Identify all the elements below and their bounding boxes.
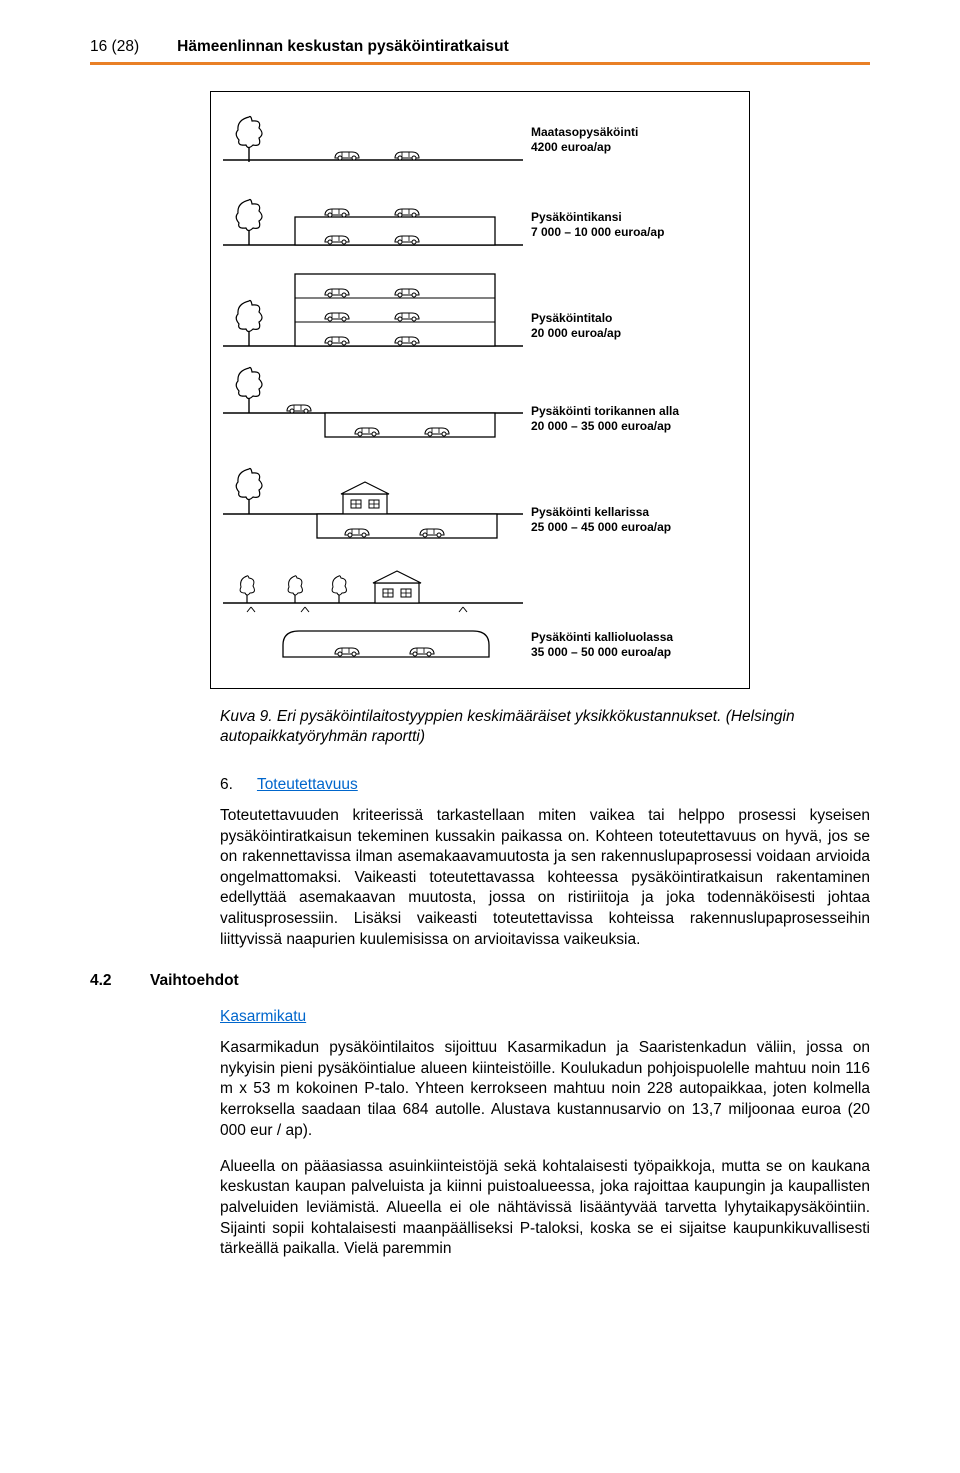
section-6-body: Toteutettavuuden kriteerissä tarkastella… [220, 806, 870, 950]
heading-6-num: 6. [220, 776, 233, 794]
heading-6-title: Toteutettavuus [257, 776, 358, 794]
fig-label-2a: Pysäköintikansi [531, 210, 622, 224]
fig-label-6a: Pysäköinti kallioluolassa [531, 630, 673, 644]
figure-row-cavern: Pysäköinti kallioluolassa 35 000 – 50 00… [223, 557, 737, 672]
fig-label-1a: Maatasopysäköinti [531, 125, 638, 139]
heading-6: 6. Toteutettavuus [90, 776, 870, 794]
page-header: 16 (28) Hämeenlinnan keskustan pysäköint… [90, 38, 870, 56]
figure-row-surface: Maatasopysäköinti 4200 euroa/ap [223, 106, 737, 167]
fig-label-1b: 4200 euroa/ap [531, 140, 611, 154]
heading-4-2: 4.2 Vaihtoehdot [90, 972, 870, 990]
figure-row-basement: Pysäköinti kellarissa 25 000 – 45 000 eu… [223, 456, 737, 547]
header-rule [90, 62, 870, 65]
section-4-2-p2: Alueella on pääasiassa asuinkiinteistöjä… [220, 1157, 870, 1260]
fig-label-5b: 25 000 – 45 000 euroa/ap [531, 520, 671, 534]
figure-caption: Kuva 9. Eri pysäköintilaitostyyppien kes… [220, 707, 840, 748]
figure-row-deck: Pysäköintikansi 7 000 – 10 000 euroa/ap [223, 177, 737, 252]
section-4-2-p1: Kasarmikadun pysäköintilaitos sijoittuu … [220, 1038, 870, 1141]
heading-kasarmikatu: Kasarmikatu [220, 1008, 306, 1025]
fig-label-5a: Pysäköinti kellarissa [531, 505, 649, 519]
document-page: 16 (28) Hämeenlinnan keskustan pysäköint… [0, 0, 960, 1335]
heading-4-2-title: Vaihtoehdot [150, 972, 239, 990]
fig-label-4b: 20 000 – 35 000 euroa/ap [531, 419, 671, 433]
fig-label-3b: 20 000 euroa/ap [531, 326, 621, 340]
section-4-2-sub: Kasarmikatu Kasarmikadun pysäköintilaito… [220, 1008, 870, 1260]
figure-row-building: Pysäköintitalo 20 000 euroa/ap [223, 262, 737, 353]
fig-label-3a: Pysäköintitalo [531, 311, 612, 325]
heading-4-2-num: 4.2 [90, 972, 150, 990]
figure-row-underdeck: Pysäköinti torikannen alla 20 000 – 35 0… [223, 363, 737, 446]
fig-label-2b: 7 000 – 10 000 euroa/ap [531, 225, 664, 239]
fig-label-4a: Pysäköinti torikannen alla [531, 404, 679, 418]
doc-title: Hämeenlinnan keskustan pysäköintiratkais… [177, 38, 509, 56]
figure-box: Maatasopysäköinti 4200 euroa/ap Pysäköin… [210, 91, 750, 689]
page-number: 16 (28) [90, 38, 139, 56]
section-6-p: Toteutettavuuden kriteerissä tarkastella… [220, 806, 870, 950]
fig-label-6b: 35 000 – 50 000 euroa/ap [531, 645, 671, 659]
